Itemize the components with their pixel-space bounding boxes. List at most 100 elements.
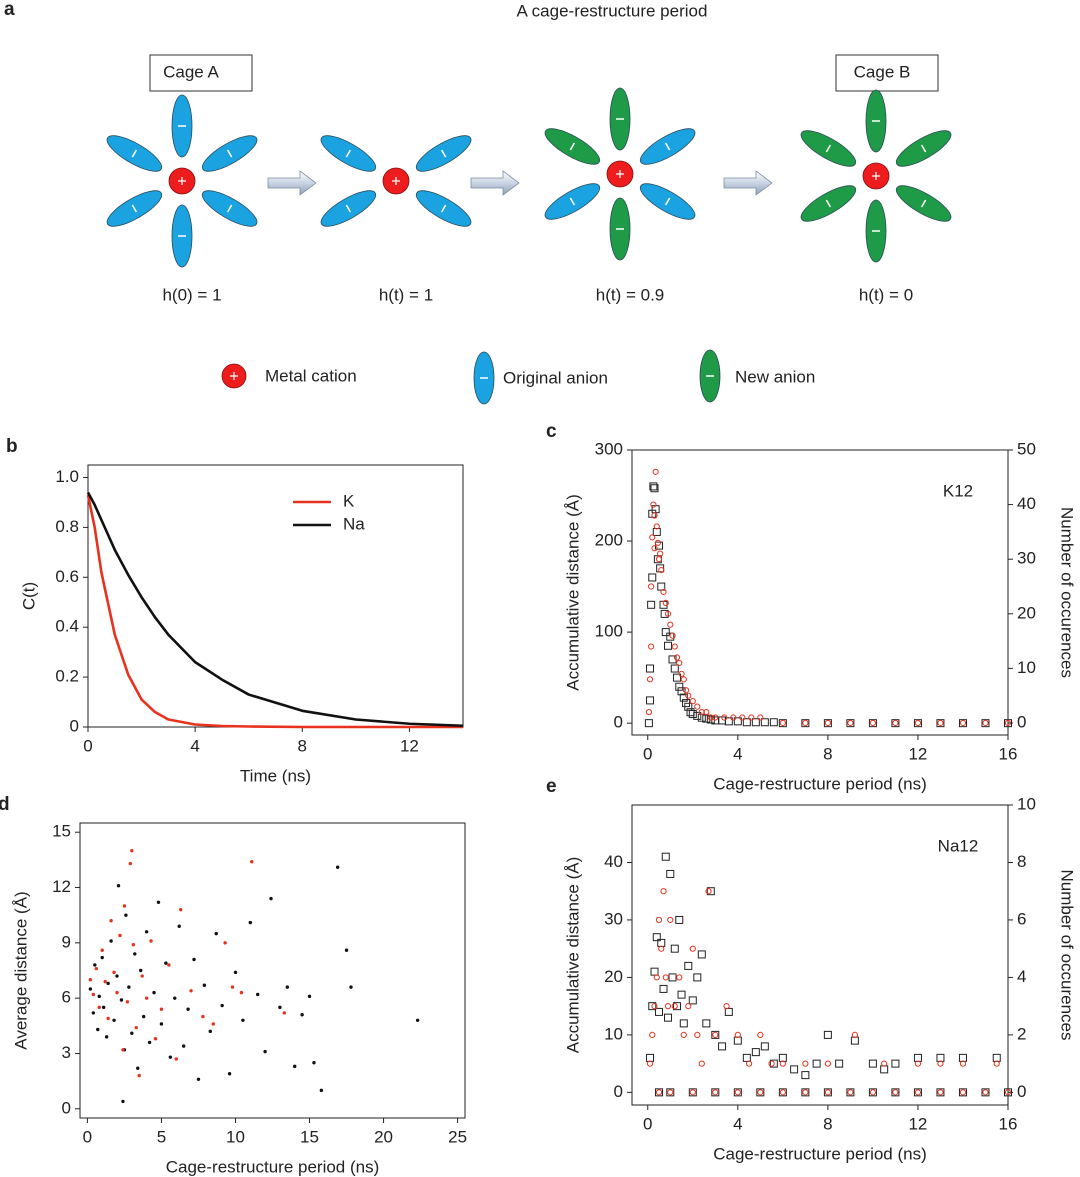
y2-tick-label: 20 [1017,603,1036,622]
plot-frame [631,449,1009,736]
point [778,1088,787,1097]
point [655,1089,663,1096]
point [733,717,742,726]
cage-label: Cage B [854,62,911,81]
point [648,583,655,590]
y-tick-label: 1.0 [55,467,79,486]
y-tick-label: 200 [595,531,623,550]
point [801,1088,810,1097]
point [730,714,737,721]
point [285,985,290,989]
point [680,1031,687,1038]
chart: b 0 4 8 12 0 0.2 0.4 0.6 0.8 1.0 Time (ns) C(t) K Na [6,436,464,785]
line-series [86,494,463,729]
point [415,1018,420,1022]
point [646,664,655,673]
point [677,687,686,696]
point [167,963,171,967]
x-tick-label: 0 [83,736,92,755]
point [847,1089,854,1096]
anion [171,204,193,268]
point [186,1007,190,1011]
panel-letter: e [546,776,557,797]
point [802,719,809,727]
anion-sign [345,204,352,213]
point [673,673,682,682]
point [127,985,131,989]
point [693,711,702,720]
point [937,1089,944,1096]
point [677,990,686,999]
point [269,896,273,901]
y2-tick-label: 2 [1017,1024,1026,1043]
y-tick-label: 0 [62,1098,71,1117]
point [891,1059,900,1068]
point [133,952,137,956]
point [192,957,196,962]
cation-sign [616,170,624,178]
point [667,621,674,628]
point [653,523,660,530]
y2-tick-label: 50 [1017,439,1036,458]
anion-sign [569,142,576,151]
anion [415,190,472,227]
x-axis-label: Time (ns) [240,766,311,785]
line-series [86,491,464,728]
point [647,600,656,609]
point [648,573,657,582]
anion-sign [920,199,927,208]
point [214,931,218,936]
anion [473,351,495,405]
point [119,998,124,1002]
point [178,907,183,912]
point [678,670,685,677]
y-tick-label: 0 [614,1082,623,1101]
point [173,996,177,1000]
x-axis-label: Cage-restructure period (ns) [166,1157,380,1176]
legend-label: Na [343,514,365,533]
point [649,1031,656,1038]
point [676,659,683,667]
point [671,643,678,650]
x-tick-label: 8 [298,736,307,755]
point [230,985,235,989]
point [651,512,658,519]
point [959,1089,967,1096]
point [659,984,668,993]
y-tick-label: 0.4 [55,617,79,636]
point [769,718,778,727]
anion [609,197,631,261]
panel-letter: c [546,421,557,442]
point [177,924,181,928]
chart: e 0 4 8 12 16 0 10 20 30 40 0 2 4 6 8 10 Cage-restructure… [546,776,1077,1163]
point [694,703,701,710]
point [109,919,113,923]
y-axis-label: C(t) [19,582,38,610]
anion-sign [226,149,233,158]
x-tick-label: 15 [300,1127,319,1146]
anion [639,183,696,220]
state-label: h(t) = 0.9 [596,285,665,304]
point [756,1088,765,1097]
point [711,1030,720,1039]
legend-label: Metal cation [265,366,357,385]
point [159,1022,164,1026]
point [891,1088,900,1097]
point [673,1002,682,1011]
point [650,967,659,976]
point [698,1060,705,1067]
point [703,708,710,716]
point [349,985,353,989]
point [112,970,116,975]
point [227,1072,232,1076]
point [651,545,658,552]
annotation: K12 [943,481,973,500]
point [648,1002,657,1011]
point [168,1055,173,1059]
anion-sign [131,204,138,213]
point [1004,719,1012,727]
point [812,1059,821,1068]
point [655,1088,664,1097]
point [869,719,877,727]
